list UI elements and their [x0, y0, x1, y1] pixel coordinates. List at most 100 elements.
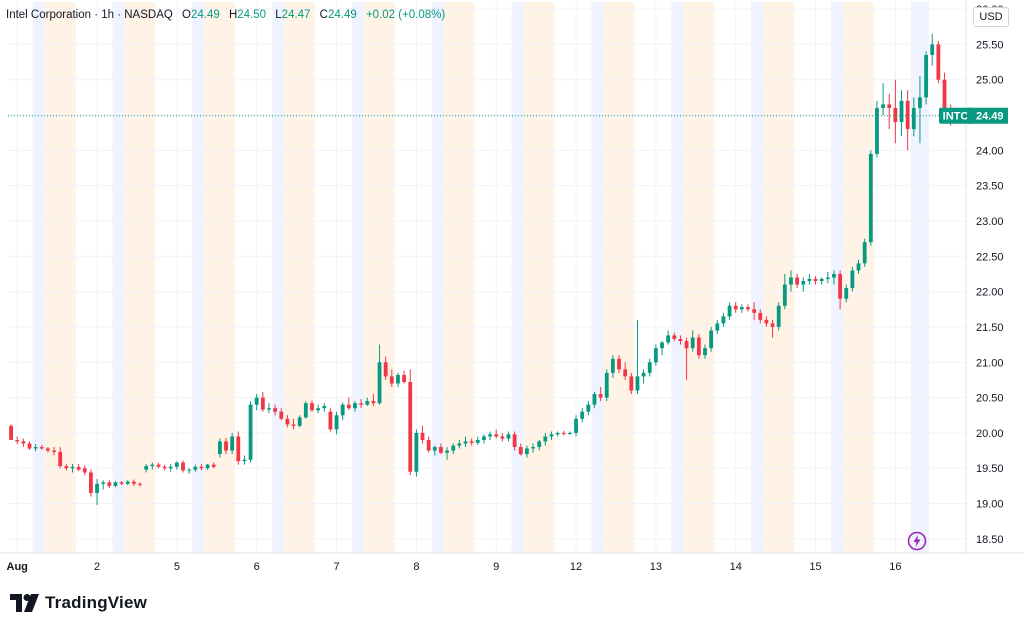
candle [156, 462, 161, 469]
candle-body [733, 305, 738, 310]
candle [660, 341, 664, 356]
candle-body [224, 441, 228, 451]
candle-body [383, 362, 388, 377]
candle-body [555, 432, 560, 435]
candle-body [825, 277, 830, 279]
candle [868, 150, 873, 246]
candle [764, 316, 769, 327]
price-tick-label: 22.50 [976, 251, 1004, 263]
candle-body [353, 403, 357, 409]
candle-body [248, 404, 253, 460]
candle [445, 447, 449, 460]
candle [340, 402, 345, 421]
candle [21, 438, 26, 448]
candle [58, 447, 63, 469]
candle [801, 277, 806, 292]
time-axis: Aug 2 5 6 7 8 9 12 13 14 15 16 [7, 561, 902, 573]
candle-body [911, 107, 916, 130]
candle [703, 344, 707, 359]
premarket-band [751, 2, 764, 553]
candle-body [623, 369, 628, 377]
candle-body [844, 288, 849, 299]
candle [242, 455, 247, 465]
candle-body [678, 338, 683, 342]
candle [168, 463, 173, 472]
candle-body [819, 278, 824, 282]
candle-body [832, 273, 836, 278]
candle-body [666, 335, 671, 343]
time-tick-label: 6 [254, 561, 260, 573]
price-tick-label: 23.50 [976, 181, 1004, 193]
candle [46, 447, 50, 453]
candle [432, 445, 437, 456]
price-tick-label: 23.00 [976, 216, 1004, 228]
candle-body [260, 397, 265, 410]
last-price-label: 24.49 [976, 111, 1004, 123]
candle [555, 431, 560, 437]
time-tick-label: 7 [333, 561, 339, 573]
candle-body [942, 79, 947, 108]
candle-body [598, 394, 603, 398]
candle-body [635, 376, 640, 391]
candle-body [291, 424, 296, 426]
candle-body [420, 432, 425, 440]
price-axis: 18.50 19.00 19.50 20.00 20.50 21.00 21.50 22.00… [976, 4, 1004, 546]
afterhours-band [523, 2, 555, 553]
candle-body [408, 382, 413, 472]
candle-body [303, 403, 308, 418]
ticker-label: INTC [943, 111, 969, 123]
candle [752, 302, 757, 320]
candle [383, 356, 388, 380]
candle-body [297, 417, 302, 426]
candle [70, 463, 75, 473]
candle [199, 463, 204, 471]
candle [936, 40, 941, 84]
candle [838, 270, 843, 310]
candle [365, 397, 370, 407]
candle-body [58, 451, 63, 467]
candle-body [138, 483, 142, 485]
candle-body [451, 445, 456, 451]
candle-body [881, 104, 885, 108]
candle [653, 344, 658, 366]
time-tick-label: 14 [730, 561, 742, 573]
candle-body [89, 472, 93, 493]
candle [899, 90, 904, 137]
tradingview-logo[interactable]: TradingView [10, 593, 147, 613]
candle [310, 400, 314, 412]
candle-body [776, 305, 781, 327]
afterhours-band [763, 2, 795, 553]
candle-body [144, 466, 149, 470]
candle-body [568, 432, 572, 434]
candle [187, 468, 192, 474]
premarket-band [830, 2, 844, 553]
candle-body [156, 464, 161, 467]
candle [592, 391, 597, 409]
candle [635, 319, 640, 395]
currency-button[interactable]: USD [973, 7, 1009, 27]
candle-body [936, 44, 941, 80]
candle-body [70, 466, 75, 469]
candle [856, 259, 861, 274]
candle-body [482, 436, 486, 440]
candle [549, 431, 554, 440]
candle [911, 97, 916, 137]
change-value: +0.02 (+0.08%) [365, 9, 446, 21]
candle-body [868, 153, 873, 243]
candle [402, 370, 406, 384]
candle [795, 273, 800, 289]
candle [678, 335, 683, 345]
candle [770, 319, 775, 338]
candle [414, 429, 419, 477]
candle [297, 415, 302, 428]
candle-body [604, 372, 609, 398]
time-tick-label: 2 [94, 561, 100, 573]
time-tick-label: 12 [570, 561, 582, 573]
candle [291, 418, 296, 430]
candle-body [758, 312, 763, 320]
candle-body [340, 404, 345, 416]
lightning-icon[interactable] [907, 531, 927, 551]
price-tick-label: 25.50 [976, 39, 1004, 51]
candle-body [389, 376, 394, 384]
